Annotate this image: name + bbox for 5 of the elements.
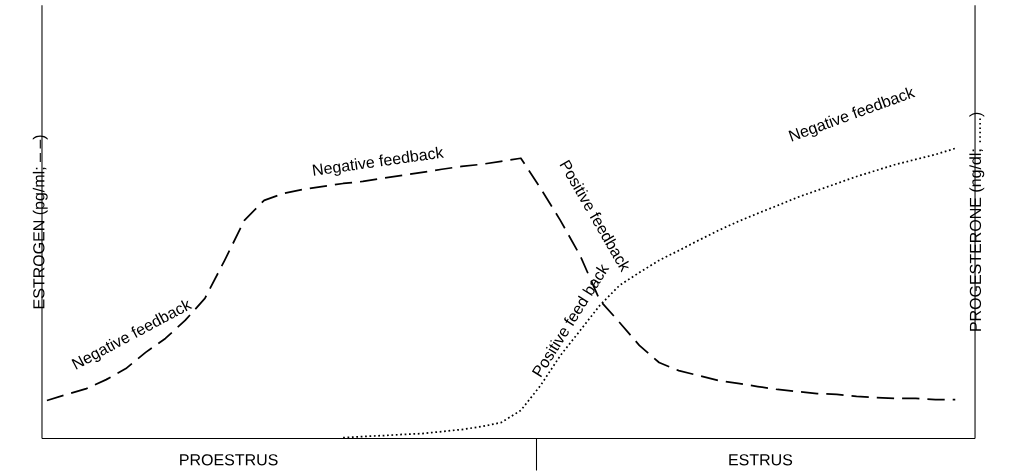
text: PROESTRUS: [180, 454, 278, 466]
text: ESTRUS: [729, 454, 793, 466]
y-axis-title: ESTROGEN (pg/ml; – –): [32, 135, 48, 309]
y2-axis-title: PROGESTERONE (ng/dl; ......): [969, 112, 985, 331]
annotation: Negative feedback: [312, 146, 445, 176]
